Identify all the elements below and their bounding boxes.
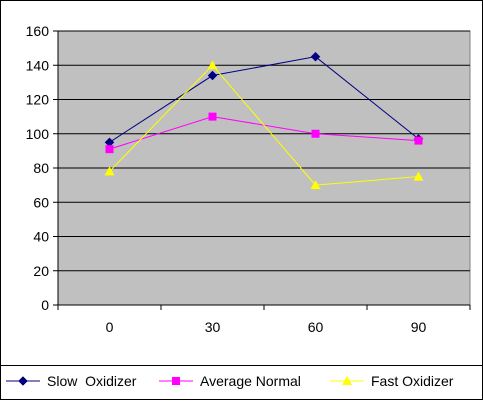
x-tick-labels: 0 30 60 90 [106, 319, 427, 335]
y-tick-label: 160 [26, 23, 50, 39]
x-tick-label: 30 [205, 319, 221, 335]
data-point [310, 180, 321, 190]
x-tick-label: 0 [106, 319, 114, 335]
y-tick-label: 40 [33, 229, 49, 245]
legend-label: Slow Oxidizer [47, 373, 137, 389]
y-tick-labels: 0 20 40 60 80 100 120 140 160 [26, 23, 50, 313]
legend-marker [172, 377, 180, 385]
series-line [109, 64, 419, 186]
x-tick-label: 90 [411, 319, 427, 335]
data-point [413, 171, 424, 181]
legend: Slow Oxidizer Average Normal Fast Oxidizer [0, 365, 483, 389]
y-tick-label: 20 [33, 263, 49, 279]
data-point [104, 166, 115, 176]
data-point [311, 129, 320, 138]
legend-item: Fast Oxidizer [330, 373, 454, 389]
legend-label: Average Normal [200, 373, 301, 389]
series-line [109, 56, 419, 143]
y-tick-label: 140 [26, 57, 50, 73]
data-point [207, 70, 218, 81]
series-2 [104, 60, 424, 190]
legend-marker [18, 376, 28, 386]
y-tick-label: 60 [33, 194, 49, 210]
legend-marker [342, 376, 352, 385]
data-point [207, 60, 218, 70]
data-point [414, 136, 423, 145]
gridlines [58, 30, 470, 272]
y-tick-label: 0 [41, 297, 49, 313]
legend-label: Fast Oxidizer [371, 373, 454, 389]
y-tick-label: 100 [26, 126, 50, 142]
series [104, 51, 424, 190]
legend-item: Slow Oxidizer [6, 373, 137, 389]
y-tick-label: 80 [33, 160, 49, 176]
legend-item: Average Normal [159, 373, 301, 389]
data-point [105, 145, 114, 154]
y-tick-label: 120 [26, 92, 50, 108]
data-point [310, 51, 321, 62]
data-point [208, 112, 217, 121]
axes [53, 30, 471, 310]
x-tick-label: 60 [308, 319, 324, 335]
